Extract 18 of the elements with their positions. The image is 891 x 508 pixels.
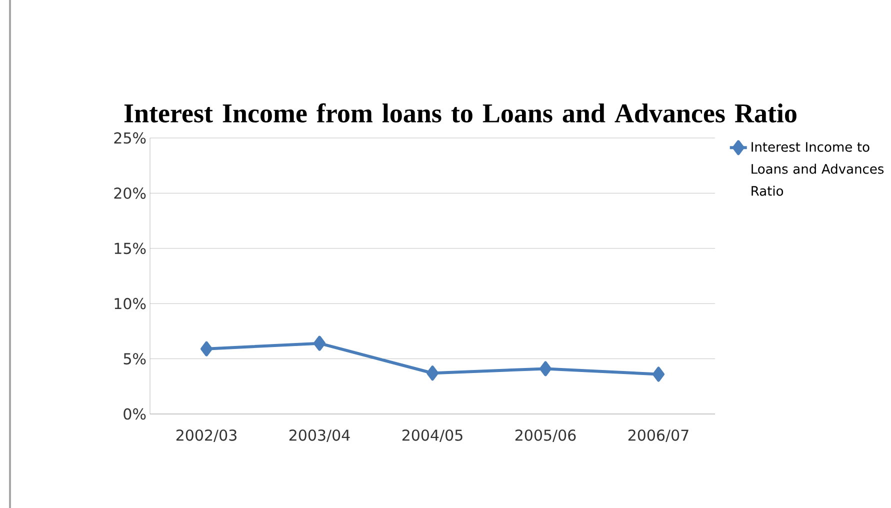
y-tick-label: 10%: [114, 298, 146, 310]
legend-label: Interest Income to Loans and Advances Ratio: [752, 142, 884, 196]
point: [652, 366, 665, 382]
y-tick-label: 15%: [114, 242, 146, 254]
point: [200, 341, 213, 356]
y-tick-label: 5%: [124, 353, 146, 364]
x-tick-label: 2002/03: [176, 429, 236, 442]
y-tick-label: 0%: [124, 408, 146, 420]
point: [426, 366, 439, 381]
point: [314, 336, 326, 351]
point: [540, 361, 552, 376]
x-tick-label: 2006/07: [628, 429, 688, 442]
y-tick-label: 25%: [114, 132, 146, 144]
chart-title: Interest Income from loans to Loans and Advances Ratio: [124, 103, 796, 122]
x-tick-label: 2003/04: [289, 429, 350, 442]
x-tick-label: 2005/06: [515, 429, 576, 442]
y-tick-label: 20%: [114, 188, 146, 199]
x-tick-label: 2004/05: [402, 429, 462, 442]
